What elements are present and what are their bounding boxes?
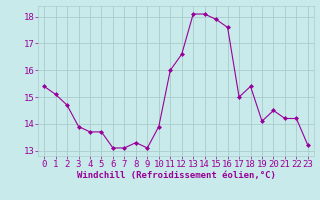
X-axis label: Windchill (Refroidissement éolien,°C): Windchill (Refroidissement éolien,°C) <box>76 171 276 180</box>
